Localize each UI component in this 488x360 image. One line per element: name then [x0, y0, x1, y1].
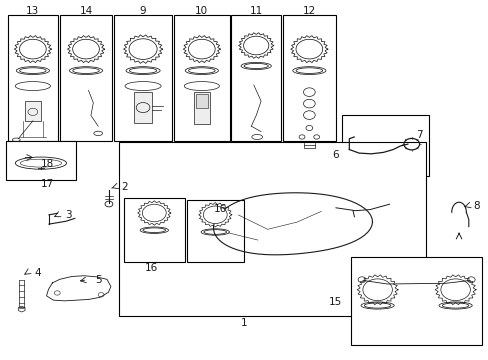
Text: 18: 18 — [41, 159, 54, 169]
Text: 5: 5 — [95, 275, 101, 285]
Circle shape — [203, 206, 227, 224]
Bar — [60, 15, 112, 140]
Text: 16: 16 — [145, 263, 158, 273]
Text: 8: 8 — [473, 201, 479, 211]
Text: 1: 1 — [241, 319, 247, 328]
Bar — [341, 116, 428, 176]
Text: 10: 10 — [195, 6, 208, 16]
Bar — [173, 15, 229, 140]
Bar — [282, 15, 335, 140]
Text: 13: 13 — [26, 6, 40, 16]
Bar — [350, 257, 482, 345]
Text: 14: 14 — [79, 6, 92, 16]
Circle shape — [20, 39, 46, 59]
Text: 11: 11 — [249, 6, 262, 16]
Text: 6: 6 — [331, 150, 338, 160]
Bar — [194, 92, 209, 125]
Circle shape — [362, 279, 391, 301]
Bar — [123, 198, 184, 262]
Text: 2: 2 — [122, 182, 128, 192]
Text: 15: 15 — [328, 297, 341, 307]
Bar — [134, 92, 152, 123]
Bar — [24, 101, 41, 121]
Text: 4: 4 — [35, 267, 41, 278]
Bar — [114, 15, 172, 140]
Text: 7: 7 — [415, 130, 422, 140]
Text: 17: 17 — [41, 179, 54, 189]
Circle shape — [129, 39, 157, 59]
Circle shape — [295, 39, 322, 59]
Bar — [231, 15, 281, 140]
Bar — [7, 15, 58, 140]
Bar — [5, 140, 76, 180]
Text: 9: 9 — [140, 6, 146, 16]
Bar — [196, 94, 207, 108]
Circle shape — [73, 39, 99, 59]
Circle shape — [142, 204, 166, 222]
Bar — [119, 142, 425, 316]
Bar — [186, 200, 243, 262]
Text: 12: 12 — [302, 6, 315, 16]
Circle shape — [188, 39, 215, 59]
Text: 16: 16 — [213, 204, 226, 214]
Circle shape — [440, 279, 469, 301]
Text: 3: 3 — [65, 210, 72, 220]
Circle shape — [243, 36, 268, 55]
